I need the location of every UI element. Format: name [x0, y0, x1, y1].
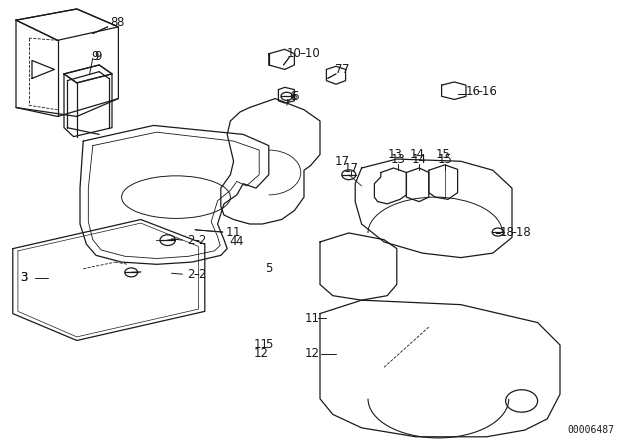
Text: 15: 15: [437, 152, 452, 166]
Text: –10: –10: [300, 47, 320, 60]
Text: 6: 6: [289, 90, 296, 103]
Text: 6: 6: [291, 90, 299, 103]
Text: 2: 2: [187, 267, 195, 281]
Text: 15: 15: [436, 148, 451, 161]
Text: 3: 3: [20, 271, 28, 284]
Text: 3: 3: [20, 271, 28, 284]
Text: 9: 9: [91, 49, 99, 63]
Text: –2: –2: [193, 233, 207, 247]
Text: 1: 1: [232, 225, 240, 239]
Text: 00006487: 00006487: [568, 425, 614, 435]
Text: 1: 1: [225, 225, 233, 239]
Text: 13: 13: [390, 152, 406, 166]
Text: 14: 14: [412, 152, 427, 166]
Text: 8: 8: [116, 16, 124, 29]
Text: –2: –2: [193, 267, 207, 281]
Text: 4: 4: [236, 234, 243, 248]
Text: 7: 7: [335, 63, 343, 76]
Text: 11: 11: [254, 338, 269, 352]
Text: 14: 14: [410, 148, 425, 161]
Text: –18: –18: [510, 226, 531, 240]
Text: 16: 16: [466, 85, 481, 99]
Text: 17: 17: [335, 155, 350, 168]
Text: 13: 13: [387, 148, 403, 161]
Text: –16: –16: [477, 85, 498, 99]
Text: 2: 2: [187, 233, 195, 247]
Text: 12: 12: [254, 347, 269, 361]
Text: 12: 12: [304, 347, 319, 361]
Text: 5: 5: [265, 338, 273, 352]
Text: 9: 9: [95, 49, 102, 63]
Text: 18: 18: [500, 226, 515, 240]
Text: 8: 8: [110, 16, 118, 29]
Text: 11: 11: [304, 311, 319, 325]
Text: 4: 4: [230, 234, 237, 248]
Text: 10: 10: [287, 47, 302, 60]
Text: 5: 5: [264, 262, 272, 276]
Text: 17: 17: [343, 161, 358, 175]
Text: 7: 7: [342, 63, 350, 76]
